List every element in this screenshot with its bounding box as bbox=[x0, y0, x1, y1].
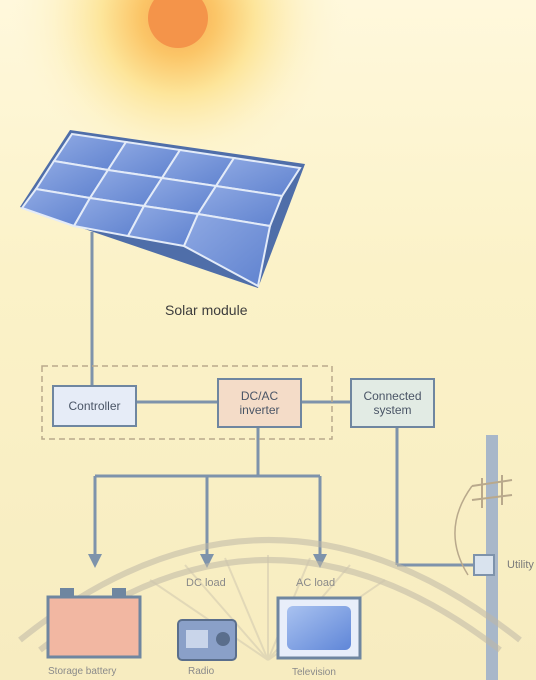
ac-load-label: AC load bbox=[296, 577, 336, 589]
radio-label: Radio bbox=[188, 666, 215, 677]
wiring bbox=[90, 232, 478, 567]
connected-system-box: Connected system bbox=[350, 378, 435, 428]
television-label: Television bbox=[292, 667, 336, 678]
controller-box: Controller bbox=[52, 385, 137, 427]
solar-module-label: Solar module bbox=[165, 302, 248, 318]
dc-load-label: DC load bbox=[186, 577, 226, 589]
battery-icon bbox=[46, 588, 142, 659]
system-boundary bbox=[41, 365, 333, 440]
connected-label-line1: Connected bbox=[363, 389, 422, 403]
connected-label-line2: system bbox=[373, 403, 412, 417]
radio-icon bbox=[177, 619, 237, 661]
inverter-label-line1: DC/AC bbox=[240, 389, 279, 403]
television-icon bbox=[276, 596, 362, 660]
wire-arrows bbox=[88, 554, 327, 568]
utility-label: Utility bbox=[507, 559, 534, 571]
inverter-label-line2: inverter bbox=[239, 403, 280, 417]
controller-label: Controller bbox=[68, 399, 121, 413]
storage-battery-label: Storage battery bbox=[48, 666, 117, 677]
inverter-box: DC/AC inverter bbox=[217, 378, 302, 428]
utility-pole-icon bbox=[454, 435, 513, 680]
solar-panel-icon bbox=[20, 130, 305, 288]
